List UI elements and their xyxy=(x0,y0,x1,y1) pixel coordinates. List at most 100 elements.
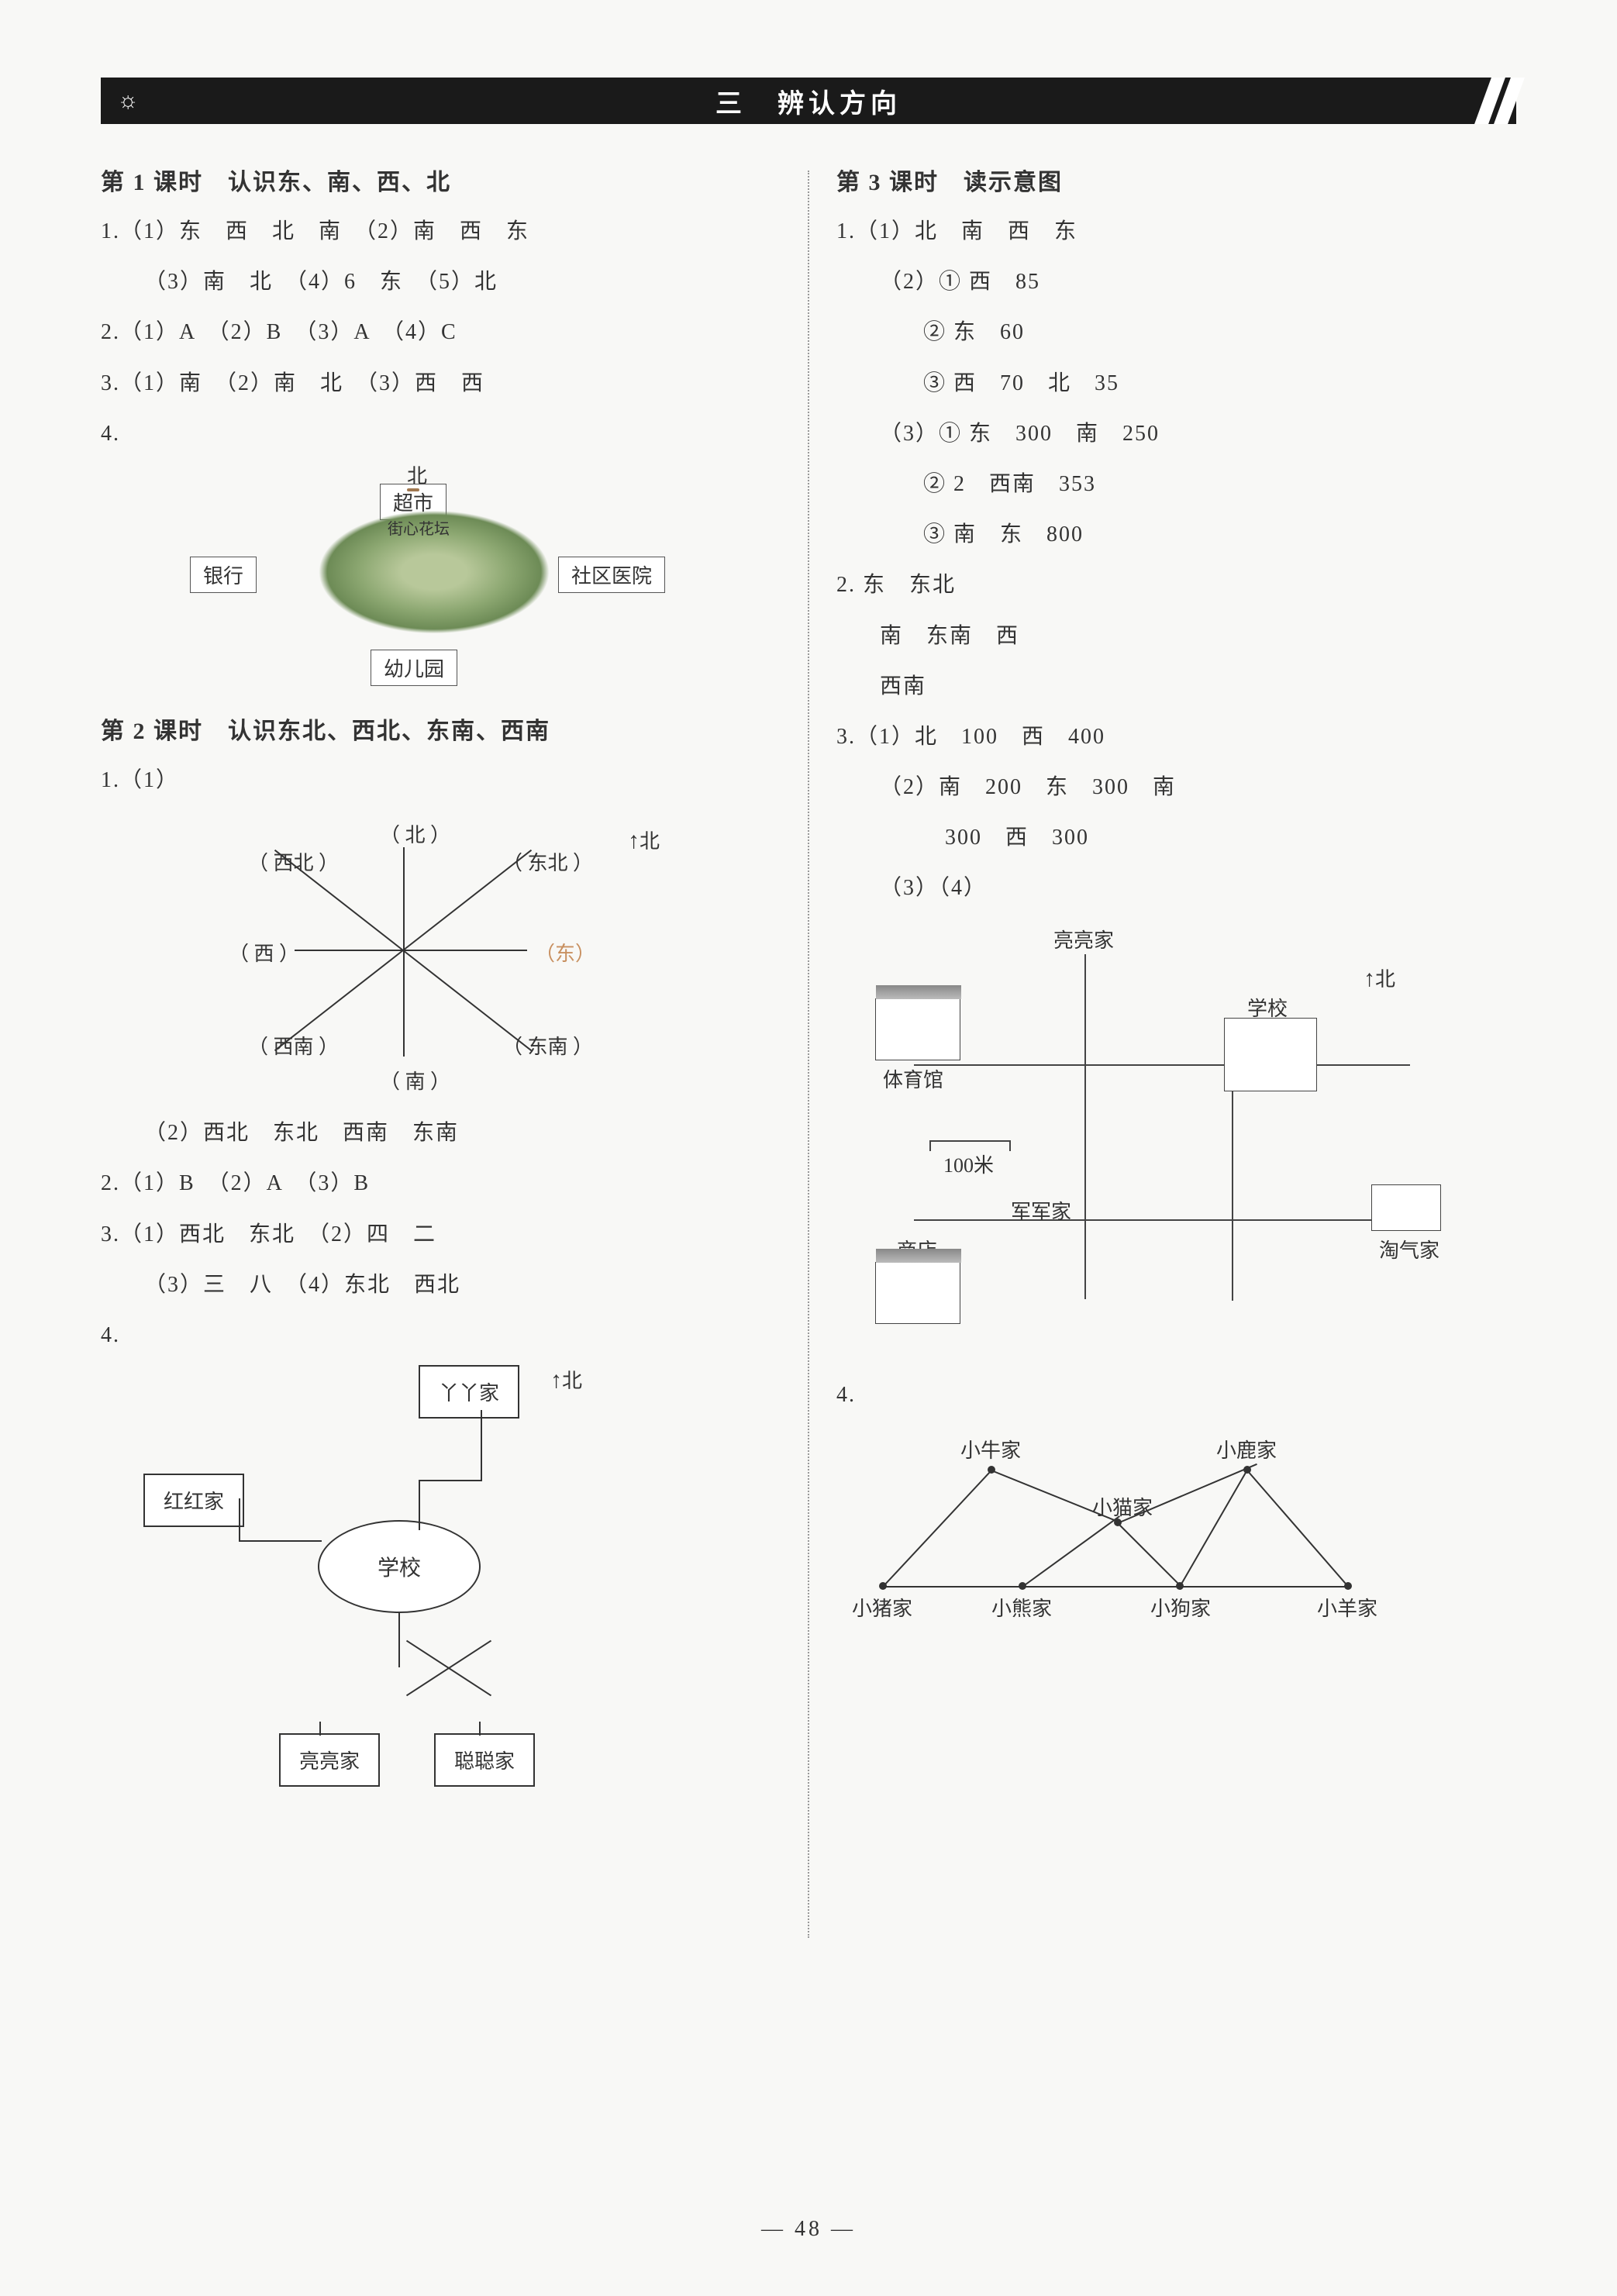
text-line: 3.（1）北 100 西 400 xyxy=(836,716,1516,757)
yaya-box: 丫丫家 xyxy=(419,1365,519,1419)
congcong-box: 聪聪家 xyxy=(434,1733,535,1787)
left-column: 第 1 课时 认识东、南、西、北 1.（1）东 西 北 南 （2）南 西 东 （… xyxy=(101,163,781,1938)
compass-diagram: （ 北 ） （ 南 ） （ 西 ） （东） （ 东北 ） （ 西北 ） （ 东南… xyxy=(147,810,781,1105)
school-ellipse: 学校 xyxy=(318,1520,481,1613)
liangliang-box: 亮亮家 xyxy=(279,1733,380,1787)
chapter-title: 三 辨认方向 xyxy=(715,82,902,120)
dir-n: （ 北 ） xyxy=(380,819,450,848)
page-number: — 48 — xyxy=(761,2217,856,2242)
lesson1-title: 第 1 课时 认识东、南、西、北 xyxy=(101,163,781,197)
chapter-bar: ☼ 三 辨认方向 xyxy=(101,78,1516,124)
net-line xyxy=(1246,1470,1346,1584)
text-line: ③ 南 东 800 xyxy=(836,514,1516,555)
north-arrow: 北 xyxy=(628,826,660,854)
line xyxy=(419,1480,482,1481)
scale-bracket xyxy=(929,1140,1011,1150)
text-line: （2）西北 东北 西南 东南 xyxy=(101,1112,781,1153)
xiong-label: 小熊家 xyxy=(991,1593,1052,1622)
line xyxy=(479,1722,481,1736)
net-line xyxy=(1117,1522,1181,1587)
store-icon xyxy=(875,1262,960,1324)
text-line: 1.（1）北 南 西 东 xyxy=(836,211,1516,252)
line xyxy=(481,1410,482,1480)
map-line xyxy=(1232,1064,1233,1301)
line xyxy=(239,1540,322,1542)
school-label: 学校 xyxy=(1247,993,1288,1022)
text-line: 3.（1）南 （2）南 北 （3）西 西 xyxy=(101,363,781,404)
dir-e: （东） xyxy=(535,938,595,967)
text-line: ② 2 西南 353 xyxy=(836,464,1516,505)
text-line: 300 西 300 xyxy=(836,817,1516,858)
net-line xyxy=(882,1470,991,1587)
text-line: 4. xyxy=(836,1374,1516,1415)
text-line: 南 东南 西 xyxy=(836,615,1516,657)
net-line xyxy=(883,1586,1348,1588)
north-text: 北 xyxy=(1375,968,1395,991)
compass-line xyxy=(295,950,527,951)
dir-se: （ 东南 ） xyxy=(502,1031,593,1060)
text-line: （3）① 东 300 南 250 xyxy=(836,413,1516,454)
lu-label: 小鹿家 xyxy=(1216,1435,1277,1463)
text-line: （3）南 北 （4）6 东 （5）北 xyxy=(101,261,781,302)
taoqi-label: 淘气家 xyxy=(1379,1235,1439,1263)
north-text: 北 xyxy=(562,1370,582,1392)
text-line: （2）南 200 东 300 南 xyxy=(836,767,1516,808)
taoqi-icon xyxy=(1371,1184,1441,1231)
gym-label: 体育馆 xyxy=(883,1064,943,1093)
text-line: 1.（1） xyxy=(101,760,781,801)
content-columns: 第 1 课时 认识东、南、西、北 1.（1）东 西 北 南 （2）南 西 东 （… xyxy=(101,163,1516,1938)
dir-s: （ 南 ） xyxy=(380,1066,450,1095)
lesson3-title: 第 3 课时 读示意图 xyxy=(836,163,1516,197)
text-line: 2. 东 东北 xyxy=(836,564,1516,605)
mao-label: 小猫家 xyxy=(1092,1492,1153,1521)
school-icon xyxy=(1224,1018,1317,1091)
map-line xyxy=(914,1064,1410,1066)
bulb-icon: ☼ xyxy=(101,78,155,124)
gym-icon xyxy=(875,998,960,1060)
north-text: 北 xyxy=(640,830,660,853)
scale-label: 100米 xyxy=(943,1150,994,1178)
text-line: 4. xyxy=(101,413,781,454)
kindergarten-box: 幼儿园 xyxy=(371,650,457,686)
column-divider xyxy=(808,171,809,1938)
hospital-box: 社区医院 xyxy=(558,557,665,593)
north-arrow: 北 xyxy=(550,1365,582,1394)
dir-w: （ 西 ） xyxy=(229,938,299,967)
line xyxy=(419,1480,420,1530)
text-line: ② 东 60 xyxy=(836,312,1516,353)
line xyxy=(319,1722,321,1736)
text-line: （3）（4） xyxy=(836,867,1516,908)
garden-diagram: 北 超市 街心花坛 银行 社区医院 幼儿园 xyxy=(101,464,781,696)
text-line: 3.（1）西北 东北 （2）四 二 xyxy=(101,1214,781,1255)
text-line: 4. xyxy=(101,1315,781,1356)
school-diagram: 北 丫丫家 红红家 学校 亮亮家 聪聪家 xyxy=(101,1365,781,1799)
text-line: ③ 西 70 北 35 xyxy=(836,363,1516,404)
north-arrow: 北 xyxy=(1364,964,1395,992)
zhu-label: 小猪家 xyxy=(852,1593,912,1622)
net-line xyxy=(1022,1515,1120,1588)
dir-ne: （ 东北 ） xyxy=(502,847,593,876)
gou-label: 小狗家 xyxy=(1150,1593,1211,1622)
liangliang-label: 亮亮家 xyxy=(1053,925,1114,953)
dir-nw: （ 西北 ） xyxy=(248,847,339,876)
bank-box: 银行 xyxy=(190,557,257,593)
garden-center-label: 街心花坛 xyxy=(388,516,450,539)
net-line xyxy=(1179,1469,1248,1588)
map-diagram: 北 亮亮家 体育馆 学校 军军家 淘气家 商店 100米 xyxy=(844,925,1516,1359)
text-line: （3）三 八 （4）东北 西北 xyxy=(101,1264,781,1305)
text-line: 西南 xyxy=(836,666,1516,707)
yang-label: 小羊家 xyxy=(1317,1593,1377,1622)
network-diagram: 小牛家 小鹿家 小猫家 小猪家 小熊家 小狗家 小羊家 xyxy=(836,1435,1516,1636)
niu-label: 小牛家 xyxy=(960,1435,1021,1463)
honghong-box: 红红家 xyxy=(143,1474,244,1527)
junjun-label: 军军家 xyxy=(1011,1196,1071,1225)
line xyxy=(398,1613,400,1667)
line xyxy=(239,1498,240,1541)
text-line: 2.（1）B （2）A （3）B xyxy=(101,1163,781,1204)
text-line: （2）① 西 85 xyxy=(836,261,1516,302)
text-line: 1.（1）东 西 北 南 （2）南 西 东 xyxy=(101,211,781,252)
right-column: 第 3 课时 读示意图 1.（1）北 南 西 东 （2）① 西 85 ② 东 6… xyxy=(836,163,1516,1938)
dir-sw: （ 西南 ） xyxy=(248,1031,339,1060)
map-line xyxy=(1084,954,1086,1299)
map-line xyxy=(914,1219,1410,1221)
